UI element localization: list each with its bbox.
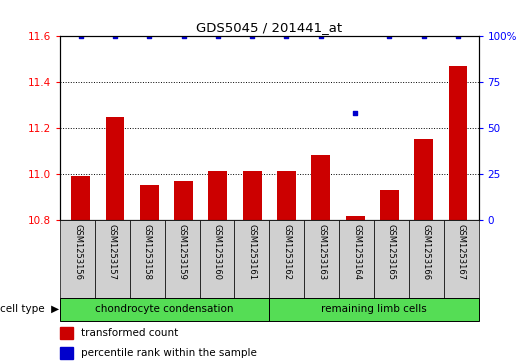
Bar: [130, 220, 165, 298]
Bar: [277, 171, 296, 220]
Text: percentile rank within the sample: percentile rank within the sample: [81, 347, 257, 358]
Point: [145, 33, 153, 39]
Point: [248, 33, 256, 39]
Bar: [209, 171, 228, 220]
Text: GSM1253156: GSM1253156: [73, 224, 82, 280]
Text: GSM1253167: GSM1253167: [457, 224, 465, 280]
Bar: [71, 176, 90, 220]
Bar: [311, 155, 330, 220]
Bar: [60, 298, 269, 321]
Point: [76, 33, 85, 39]
Text: GSM1253163: GSM1253163: [317, 224, 326, 280]
Text: chondrocyte condensation: chondrocyte condensation: [96, 305, 234, 314]
Bar: [165, 220, 200, 298]
Point: [419, 33, 428, 39]
Bar: [95, 220, 130, 298]
Bar: [374, 220, 409, 298]
Text: GSM1253164: GSM1253164: [352, 224, 361, 280]
Text: GSM1253162: GSM1253162: [282, 224, 291, 280]
Text: GSM1253158: GSM1253158: [143, 224, 152, 280]
Point: [214, 33, 222, 39]
Bar: [346, 216, 365, 220]
Bar: [304, 220, 339, 298]
Bar: [269, 298, 479, 321]
Text: GSM1253157: GSM1253157: [108, 224, 117, 280]
Bar: [200, 220, 234, 298]
Bar: [444, 220, 479, 298]
Text: GSM1253166: GSM1253166: [422, 224, 431, 280]
Point: [179, 33, 188, 39]
Text: remaining limb cells: remaining limb cells: [321, 305, 427, 314]
Text: GSM1253160: GSM1253160: [212, 224, 222, 280]
Bar: [60, 327, 73, 339]
Bar: [234, 220, 269, 298]
Text: GSM1253159: GSM1253159: [178, 224, 187, 280]
Text: cell type  ▶: cell type ▶: [0, 305, 59, 314]
Text: GSM1253165: GSM1253165: [387, 224, 396, 280]
Bar: [409, 220, 444, 298]
Bar: [60, 347, 73, 359]
Point: [385, 33, 394, 39]
Bar: [339, 220, 374, 298]
Bar: [414, 139, 433, 220]
Point: [111, 33, 119, 39]
Point: [351, 110, 359, 116]
Title: GDS5045 / 201441_at: GDS5045 / 201441_at: [196, 21, 343, 34]
Point: [454, 33, 462, 39]
Bar: [106, 117, 124, 220]
Bar: [60, 220, 95, 298]
Point: [316, 33, 325, 39]
Text: transformed count: transformed count: [81, 328, 178, 338]
Point: [282, 33, 291, 39]
Bar: [380, 190, 399, 220]
Bar: [140, 185, 159, 220]
Text: GSM1253161: GSM1253161: [247, 224, 256, 280]
Bar: [449, 66, 468, 220]
Bar: [269, 220, 304, 298]
Bar: [243, 171, 262, 220]
Bar: [174, 181, 193, 220]
